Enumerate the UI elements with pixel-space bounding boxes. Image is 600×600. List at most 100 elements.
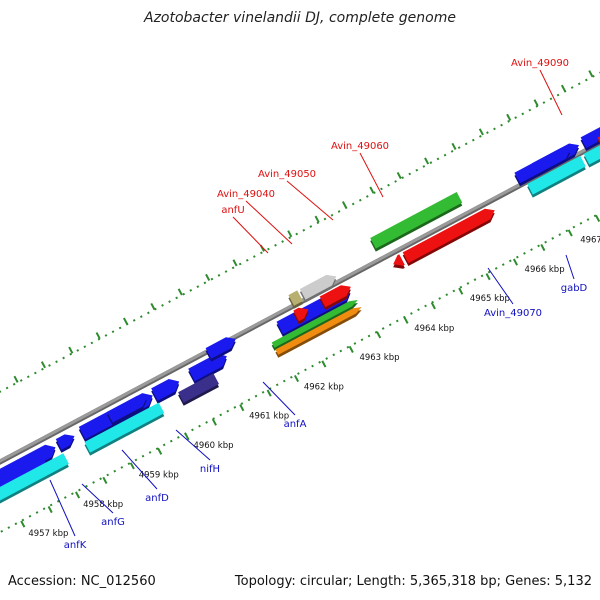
- tick-mark: [293, 374, 300, 383]
- tick-label: 4964 kbp: [414, 324, 454, 334]
- feature[interactable]: [527, 155, 586, 195]
- gene-Avin_49040[interactable]: [299, 274, 337, 300]
- tick-mark: [47, 505, 53, 514]
- tick-mark: [567, 229, 573, 237]
- tick-mark: [533, 99, 539, 107]
- tick-mark: [177, 288, 183, 296]
- feature[interactable]: [393, 254, 405, 266]
- tick-label: 4961 kbp: [249, 412, 289, 422]
- gene-Avin_49090[interactable]: [597, 132, 600, 148]
- tick-mark: [184, 433, 190, 441]
- gene-gabD[interactable]: [580, 101, 600, 148]
- feature[interactable]: [55, 434, 75, 450]
- tick-mark: [478, 128, 484, 136]
- feature[interactable]: [583, 107, 600, 165]
- tick-mark: [157, 447, 163, 455]
- tick-mark: [211, 418, 217, 426]
- gene-label: anfD: [145, 493, 169, 504]
- tick-mark: [348, 345, 354, 353]
- gene-label: Avin_49040: [217, 189, 275, 200]
- feature[interactable]: [84, 402, 165, 453]
- tick-label: 4962 kbp: [304, 382, 344, 392]
- gene-anfD[interactable]: [151, 379, 180, 401]
- tick-label: 4958 kbp: [83, 500, 123, 510]
- feature[interactable]: [205, 337, 236, 359]
- gene-label: Avin_49050: [258, 169, 316, 180]
- gene-Avin_49060[interactable]: [370, 192, 463, 249]
- tick-mark: [595, 214, 600, 222]
- map-title: Azotobacter vinelandii DJ, complete geno…: [144, 10, 456, 26]
- leader-line: [359, 152, 384, 198]
- leader-line: [175, 429, 211, 461]
- tick-label: 4966 kbp: [525, 265, 565, 275]
- tick-mark: [129, 462, 135, 470]
- gene-anfK[interactable]: [0, 444, 56, 495]
- accession-label: Accession: NC_012560: [8, 574, 156, 589]
- tick-mark: [68, 346, 74, 354]
- tick-label: 4967 kbp: [580, 236, 600, 246]
- feature[interactable]: [514, 148, 571, 184]
- leader-line: [539, 69, 563, 116]
- gene-label: Avin_49070: [484, 308, 542, 319]
- leader-line: [487, 267, 514, 305]
- tick-mark: [588, 70, 594, 78]
- feature-shadow: [271, 303, 358, 351]
- tick-mark: [20, 520, 26, 528]
- tick-mark: [512, 258, 519, 266]
- leader-line: [49, 479, 76, 537]
- gene-label: anfU: [221, 205, 244, 216]
- leader-line: [121, 449, 158, 490]
- tick-mark: [123, 317, 129, 325]
- leader-line: [245, 200, 293, 245]
- tick-mark: [506, 113, 512, 121]
- leader-line: [565, 254, 575, 280]
- tick-mark: [369, 186, 375, 194]
- feature[interactable]: [107, 395, 147, 423]
- tick-mark: [424, 157, 430, 165]
- tick-ruler-lower: [0, 212, 600, 534]
- tick-mark: [540, 243, 546, 252]
- tick-ruler-upper: [0, 71, 600, 393]
- feature[interactable]: [0, 453, 69, 511]
- tick-mark: [430, 302, 436, 310]
- gene-Avin_49050[interactable]: [319, 285, 351, 308]
- leader-line: [232, 216, 269, 254]
- feature[interactable]: [402, 208, 495, 263]
- tick-mark: [40, 361, 46, 369]
- feature[interactable]: [178, 373, 219, 403]
- tick-mark: [150, 302, 156, 311]
- genome-summary: Topology: circular; Length: 5,365,318 bp…: [234, 574, 592, 589]
- tick-mark: [95, 332, 101, 340]
- gene-label: anfA: [284, 419, 307, 430]
- tick-mark: [266, 389, 272, 397]
- leader-line: [81, 483, 114, 514]
- tick-label: 4959 kbp: [139, 470, 179, 480]
- tick-mark: [485, 273, 491, 281]
- tick-mark: [287, 230, 293, 238]
- tick-mark: [239, 404, 245, 412]
- tick-mark: [376, 331, 382, 339]
- tick-mark: [232, 259, 238, 267]
- feature[interactable]: [293, 307, 309, 322]
- tick-label: 4965 kbp: [470, 294, 510, 304]
- gene-label: anfG: [101, 517, 125, 528]
- tick-mark: [403, 316, 409, 324]
- leader-line: [286, 180, 334, 221]
- tick-mark: [321, 360, 327, 368]
- leader-line: [262, 381, 296, 416]
- feature[interactable]: [271, 300, 358, 348]
- gene-label: gabD: [561, 283, 588, 294]
- tick-mark: [75, 491, 81, 499]
- gene-nifH[interactable]: [188, 353, 227, 382]
- tick-label: 4960 kbp: [193, 441, 233, 451]
- tick-mark: [205, 273, 211, 281]
- gene-label: nifH: [200, 464, 220, 475]
- feature[interactable]: [275, 307, 362, 355]
- tick-label: 4957 kbp: [28, 529, 68, 539]
- tick-mark: [396, 171, 402, 180]
- tick-mark: [102, 476, 108, 484]
- tick-mark: [451, 142, 457, 150]
- gene-anfU[interactable]: [288, 290, 303, 306]
- gene-label: Avin_49090: [511, 58, 569, 69]
- tick-mark: [341, 201, 348, 209]
